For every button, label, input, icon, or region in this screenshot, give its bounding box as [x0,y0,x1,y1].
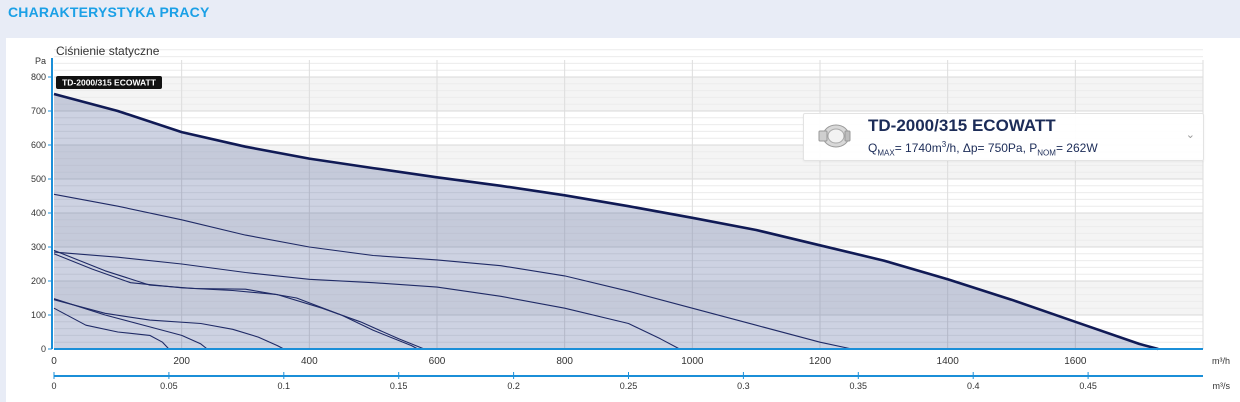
grid-band [54,213,1203,247]
x2-tick-label: 0 [51,381,56,391]
regulation-curve [53,307,170,350]
x-tick-label: 1400 [937,356,960,367]
p-sub: NOM [1037,148,1056,158]
operating-area [54,94,1159,349]
y-tick-label: 500 [31,174,46,184]
y-axis-unit: Pa [35,56,46,66]
x2-tick-label: 0.1 [278,381,291,391]
grid-band [54,247,1203,281]
q-sub: MAX [877,148,895,158]
x2-tick-label: 0.35 [850,381,868,391]
x-tick-label: 1600 [1064,356,1087,367]
axis-labels: 0 100 200 300 400 500 600 700 800 Pa 0 200 400 600 800… [31,56,1231,391]
x2-axis-unit: m³/s [1213,381,1231,391]
y-tick-label: 800 [31,72,46,82]
x-tick-label: 0 [51,356,57,367]
q-value: = 1740m [894,141,942,155]
regulation-curve [53,193,853,350]
x-tick-label: 400 [301,356,318,367]
x2-tick-label: 0.25 [620,381,638,391]
x-tick-label: 600 [429,356,446,367]
x2-tick-label: 0.15 [390,381,408,391]
x-axis-unit: m³/h [1212,356,1230,366]
fan-curves [53,92,1159,351]
legend-parameters: QMAX= 1740m3/h, Δp= 750Pa, PNOM= 262W [868,140,1098,157]
q-unit: /h, [946,141,960,155]
x-tick-label: 1200 [809,356,832,367]
grid-band [54,77,1203,111]
x-tick-label: 200 [173,356,190,367]
x-tick-label: 1000 [681,356,704,367]
dp-text: Δp= 750Pa, [959,141,1026,155]
chart-panel: 0 100 200 300 400 500 600 700 800 Pa 0 200 400 600 800… [6,38,1240,402]
x2-tick-label: 0.3 [737,381,750,391]
series-legend-card[interactable]: TD-2000/315 ECOWATT QMAX= 1740m3/h, Δp= … [803,113,1204,161]
axes [48,58,1203,379]
y-tick-label: 300 [31,242,46,252]
legend-series-name: TD-2000/315 ECOWATT [868,116,1056,135]
pressure-chart: 0 100 200 300 400 500 600 700 800 Pa 0 200 400 600 800… [31,43,1231,391]
chevron-down-icon[interactable]: ⌄ [1185,128,1195,141]
grid-band [54,43,1203,77]
grid-lines [54,49,1204,350]
grid-band [54,315,1203,349]
y-tick-label: 100 [31,310,46,320]
y-tick-label: 600 [31,140,46,150]
x2-tick-label: 0.2 [507,381,520,391]
regulation-curve [53,299,285,350]
x2-tick-label: 0.45 [1079,381,1097,391]
main-curve [53,92,1159,351]
x-tick-label: 800 [556,356,573,367]
operating-area-fill [54,94,1159,349]
grid-band [54,281,1203,315]
y-tick-label: 700 [31,106,46,116]
fan-thumbnail-icon [818,124,851,148]
curve-label-text: TD-2000/315 ECOWATT [62,78,157,88]
y-tick-label: 0 [41,344,46,354]
regulation-curve [53,251,680,350]
y-tick-label: 200 [31,276,46,286]
chart-title: Ciśnienie statyczne [56,44,160,58]
q-sup: 3 [941,140,947,149]
x2-tick-label: 0.4 [967,381,980,391]
curve-label-tag [56,76,162,89]
p-value: = 262W [1055,141,1098,155]
y-tick-label: 400 [31,208,46,218]
x2-tick-label: 0.05 [160,381,178,391]
regulation-curve [53,298,208,350]
p-label: P [1025,141,1038,155]
regulation-curve [53,253,425,350]
section-title: CHARAKTERYSTYKA PRACY [8,4,210,20]
q-label: Q [868,141,878,155]
